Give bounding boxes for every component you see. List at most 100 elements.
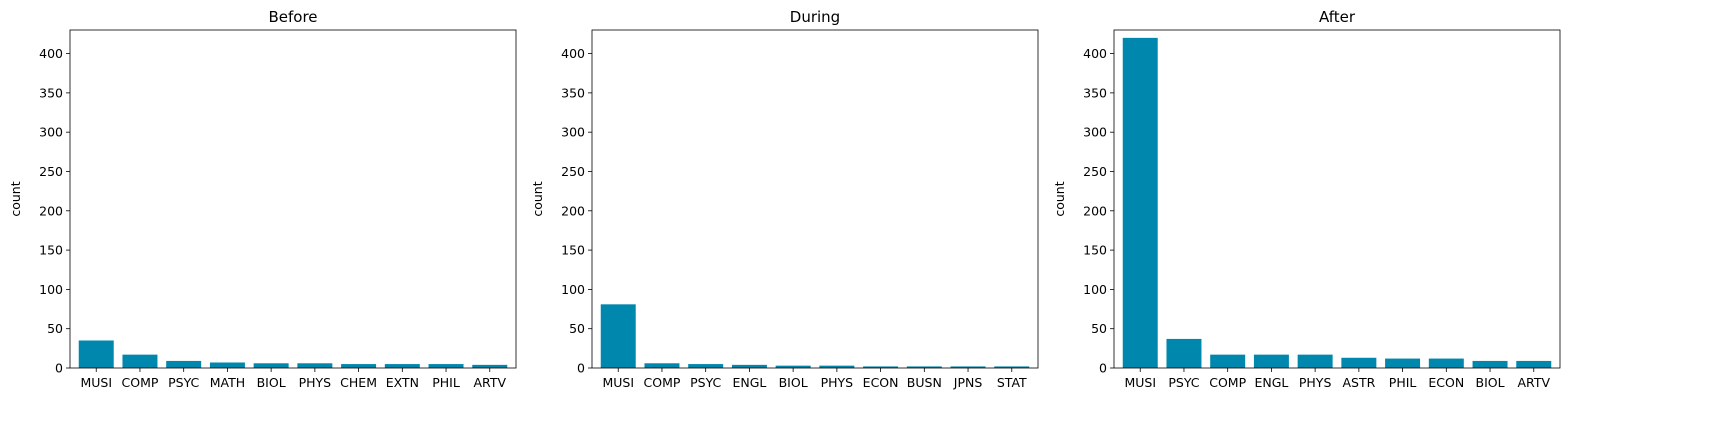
bar (731, 364, 767, 368)
x-tick-label: PHYS (299, 375, 332, 390)
x-tick-label: ENGL (1254, 375, 1288, 390)
x-tick-label: PHYS (1299, 375, 1332, 390)
y-tick-label: 300 (1083, 125, 1107, 140)
x-tick-label: COMP (1209, 375, 1246, 390)
bar (1297, 354, 1333, 368)
x-tick-label: PSYC (168, 375, 199, 390)
y-tick-label: 300 (39, 125, 63, 140)
y-tick-label: 350 (1083, 85, 1107, 100)
x-tick-label: MUSI (602, 375, 634, 390)
bar (1210, 354, 1246, 368)
y-tick-label: 250 (561, 164, 585, 179)
x-tick-label: MATH (210, 375, 245, 390)
bar (1166, 338, 1202, 368)
bar (297, 363, 333, 368)
x-tick-label: PHIL (432, 375, 460, 390)
x-tick-label: PSYC (690, 375, 721, 390)
y-tick-label: 400 (39, 46, 63, 61)
x-tick-label: COMP (122, 375, 159, 390)
bar (1122, 37, 1158, 368)
y-tick-label: 200 (561, 203, 585, 218)
y-tick-label: 100 (561, 282, 585, 297)
bar (819, 365, 855, 368)
y-tick-label: 300 (561, 125, 585, 140)
bar (341, 364, 377, 368)
bar (994, 366, 1030, 368)
bar (1428, 358, 1464, 368)
y-tick-label: 0 (1099, 361, 1107, 376)
x-tick-label: ARTV (1518, 375, 1551, 390)
x-tick-label: BIOL (779, 375, 808, 390)
x-tick-label: STAT (997, 375, 1027, 390)
y-tick-label: 350 (39, 85, 63, 100)
bar (775, 365, 811, 368)
bar (906, 366, 942, 368)
chart-title: During (790, 8, 840, 26)
y-tick-label: 400 (561, 46, 585, 61)
x-tick-label: MUSI (80, 375, 112, 390)
x-tick-label: ASTR (1342, 375, 1375, 390)
y-tick-label: 0 (577, 361, 585, 376)
bar (600, 304, 636, 368)
bar (1253, 354, 1289, 368)
x-tick-label: EXTN (386, 375, 419, 390)
bar (384, 364, 420, 368)
x-tick-label: CHEM (340, 375, 377, 390)
bar (950, 366, 986, 368)
y-axis-label: count (1052, 181, 1067, 216)
y-tick-label: 400 (1083, 46, 1107, 61)
bar (644, 363, 680, 368)
chart-title: Before (268, 8, 317, 26)
plot-frame (591, 29, 1039, 369)
y-tick-label: 50 (1091, 321, 1107, 336)
bar (1516, 360, 1552, 368)
bar (428, 364, 464, 368)
x-tick-label: MUSI (1124, 375, 1156, 390)
bar (1472, 360, 1508, 368)
bar (1385, 358, 1421, 368)
bar (863, 366, 899, 368)
y-tick-label: 150 (561, 243, 585, 258)
y-tick-label: 100 (1083, 282, 1107, 297)
y-tick-label: 250 (1083, 164, 1107, 179)
y-tick-label: 350 (561, 85, 585, 100)
x-tick-label: COMP (644, 375, 681, 390)
x-tick-label: ARTV (474, 375, 507, 390)
x-tick-label: ENGL (732, 375, 766, 390)
bar (1341, 357, 1377, 368)
y-tick-label: 50 (569, 321, 585, 336)
y-axis-label: count (8, 181, 23, 216)
y-tick-label: 200 (39, 203, 63, 218)
bar (472, 364, 508, 368)
bar (253, 363, 289, 368)
chart-title: After (1319, 8, 1356, 26)
bar (209, 362, 245, 368)
x-tick-label: BUSN (907, 375, 942, 390)
chart-panel-during: 0 50 100 150 200 250 300 350 400 MUSI COMP PSYC ENGL… (530, 8, 1039, 390)
plot-frame (69, 29, 517, 369)
x-tick-label: PHIL (1389, 375, 1417, 390)
y-tick-label: 0 (55, 361, 63, 376)
x-tick-label: PHYS (821, 375, 854, 390)
plot-frame (1113, 29, 1561, 369)
x-tick-label: BIOL (1476, 375, 1505, 390)
bar (122, 354, 158, 368)
bar (78, 340, 114, 368)
y-tick-label: 150 (39, 243, 63, 258)
bar (166, 360, 202, 368)
y-tick-label: 250 (39, 164, 63, 179)
x-tick-label: ECON (1428, 375, 1464, 390)
x-tick-label: PSYC (1168, 375, 1199, 390)
y-tick-label: 50 (47, 321, 63, 336)
chart-panel-before: 0 50 100 150 200 250 300 350 400 MUSI COMP PSYC MATH… (8, 8, 517, 390)
x-tick-label: ECON (863, 375, 899, 390)
chart-panel-after: 0 50 100 150 200 250 300 350 400 MUSI PSYC COMP ENGL… (1052, 8, 1561, 390)
x-tick-label: BIOL (257, 375, 286, 390)
y-tick-label: 100 (39, 282, 63, 297)
x-tick-label: JPNS (953, 375, 983, 390)
y-tick-label: 150 (1083, 243, 1107, 258)
y-tick-label: 200 (1083, 203, 1107, 218)
bar (688, 364, 724, 368)
y-axis-label: count (530, 181, 545, 216)
